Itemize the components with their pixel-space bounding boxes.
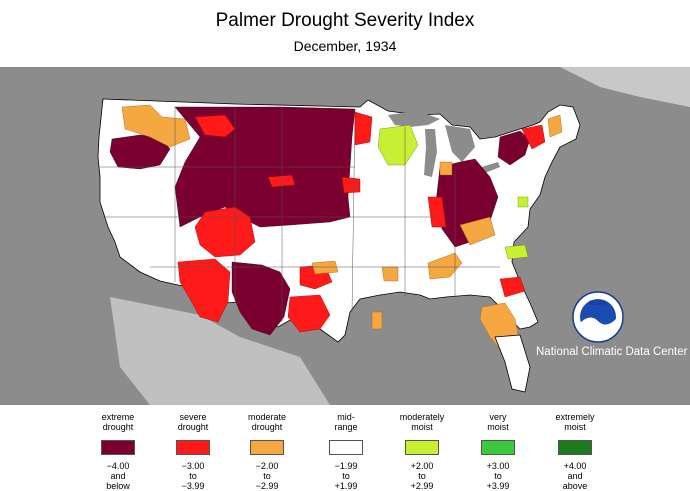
legend-swatch-moderate-drought xyxy=(250,440,284,455)
kentucky-moderate xyxy=(459,216,496,246)
legend-range-2: and xyxy=(567,471,583,481)
legend-item-moderate-drought: moderate drought −2.00 to −2.99 xyxy=(232,412,302,491)
legend-swatch-extremely-moist xyxy=(558,440,592,455)
legend-label-1: very xyxy=(489,412,507,422)
legend-label-1: moderately xyxy=(399,412,445,422)
legend-range-2: to xyxy=(418,471,426,481)
legend-item-extreme-drought: extreme drought −4.00 and below xyxy=(83,412,153,491)
legend-range-2: and xyxy=(110,471,126,481)
legend-range-2: to xyxy=(189,471,197,481)
montana-severe xyxy=(194,114,236,138)
legend-label-2: moist xyxy=(411,422,433,432)
mexico-region xyxy=(110,297,330,405)
lake-michigan xyxy=(424,129,437,177)
legend-range-3: −3.99 xyxy=(181,481,205,491)
legend-label-1: extremely xyxy=(555,412,595,422)
state-borders xyxy=(100,107,500,322)
legend-item-moderately-moist: moderately moist +2.00 to +2.99 xyxy=(387,412,457,491)
legend-range-3: +2.99 xyxy=(410,481,434,491)
virginia-moist xyxy=(504,244,529,260)
legend-swatch-very-moist xyxy=(481,440,515,455)
legend-label-2: drought xyxy=(102,422,134,432)
legend-range-3: −2.99 xyxy=(255,481,279,491)
florida xyxy=(494,334,531,393)
legend-label-2: range xyxy=(334,422,358,432)
lake-huron xyxy=(445,125,475,162)
maryland-moist xyxy=(517,196,529,208)
legend-range-3: above xyxy=(562,481,588,491)
noaa-logo-icon: NOAA xyxy=(572,291,624,343)
legend-label-1: mid- xyxy=(337,412,355,422)
severe-drought-regions xyxy=(177,111,546,333)
extreme-drought-regions xyxy=(109,106,531,336)
legend-swatch-moderately-moist xyxy=(405,440,439,455)
legend-label-1: moderate xyxy=(247,412,287,422)
legend-range-3: +1.99 xyxy=(334,481,358,491)
legend-swatch-extreme-drought xyxy=(101,440,135,455)
legend-range-1: −3.00 xyxy=(181,461,205,471)
legend-item-mid-range: mid-range −1.99 to +1.99 xyxy=(311,412,381,491)
legend-range-1: −2.00 xyxy=(255,461,279,471)
arizona-nm-severe xyxy=(177,258,231,323)
nebraska-severe xyxy=(267,174,296,188)
legend-range-1: −1.99 xyxy=(334,461,358,471)
legend-swatch-mid-range xyxy=(329,440,363,455)
legend-item-very-moist: very moist +3.00 to +3.99 xyxy=(463,412,533,491)
legend-item-severe-drought: severe drought −3.00 to −3.99 xyxy=(158,412,228,491)
tennessee-moderate xyxy=(427,252,463,280)
colorado-severe xyxy=(194,206,256,258)
missouri-moderate xyxy=(381,266,399,282)
legend-range-2: to xyxy=(494,471,502,481)
legend-label-2: drought xyxy=(251,422,283,432)
legend-item-extremely-moist: extremely moist +4.00 and above xyxy=(540,412,610,491)
louisiana-moderate xyxy=(371,311,383,330)
oregon-idaho-moderate xyxy=(121,104,191,148)
canada-region xyxy=(560,67,690,107)
legend-label-2: moist xyxy=(487,422,509,432)
noaa-logo-text: NOAA xyxy=(589,301,607,307)
drought-map xyxy=(0,67,690,405)
northeast-extreme xyxy=(497,130,531,166)
legend-label-1: severe xyxy=(179,412,207,422)
legend-range-2: to xyxy=(342,471,350,481)
lake-superior xyxy=(388,111,440,127)
moderately-moist-regions xyxy=(377,124,529,260)
new-england-moderate xyxy=(547,114,563,138)
legend: extreme drought −4.00 and below severe droug… xyxy=(0,412,690,491)
kansas-moderate xyxy=(311,260,339,275)
michigan-moderate xyxy=(439,161,453,176)
iowa-severe xyxy=(341,176,361,194)
legend-range-3: +3.99 xyxy=(486,481,510,491)
ncdc-attribution: National Climatic Data Center xyxy=(536,346,688,358)
drought-map-svg xyxy=(0,67,690,405)
map-subtitle: December, 1934 xyxy=(293,38,397,54)
legend-range-1: −4.00 xyxy=(106,461,130,471)
carolina-severe xyxy=(499,276,526,298)
texas-severe xyxy=(287,294,331,333)
legend-range-3: below xyxy=(106,481,130,491)
legend-label-2: drought xyxy=(177,422,209,432)
map-title: Palmer Drought Severity Index xyxy=(215,10,475,31)
new-york-severe xyxy=(521,124,546,150)
legend-label-1: extreme xyxy=(101,412,135,422)
dakota-east-severe xyxy=(354,111,373,146)
southwest-extreme xyxy=(231,261,291,336)
legend-label-2: moist xyxy=(564,422,586,432)
legend-swatch-severe-drought xyxy=(176,440,210,455)
legend-range-1: +2.00 xyxy=(410,461,434,471)
legend-range-2: to xyxy=(263,471,271,481)
legend-range-1: +3.00 xyxy=(486,461,510,471)
legend-range-1: +4.00 xyxy=(563,461,587,471)
